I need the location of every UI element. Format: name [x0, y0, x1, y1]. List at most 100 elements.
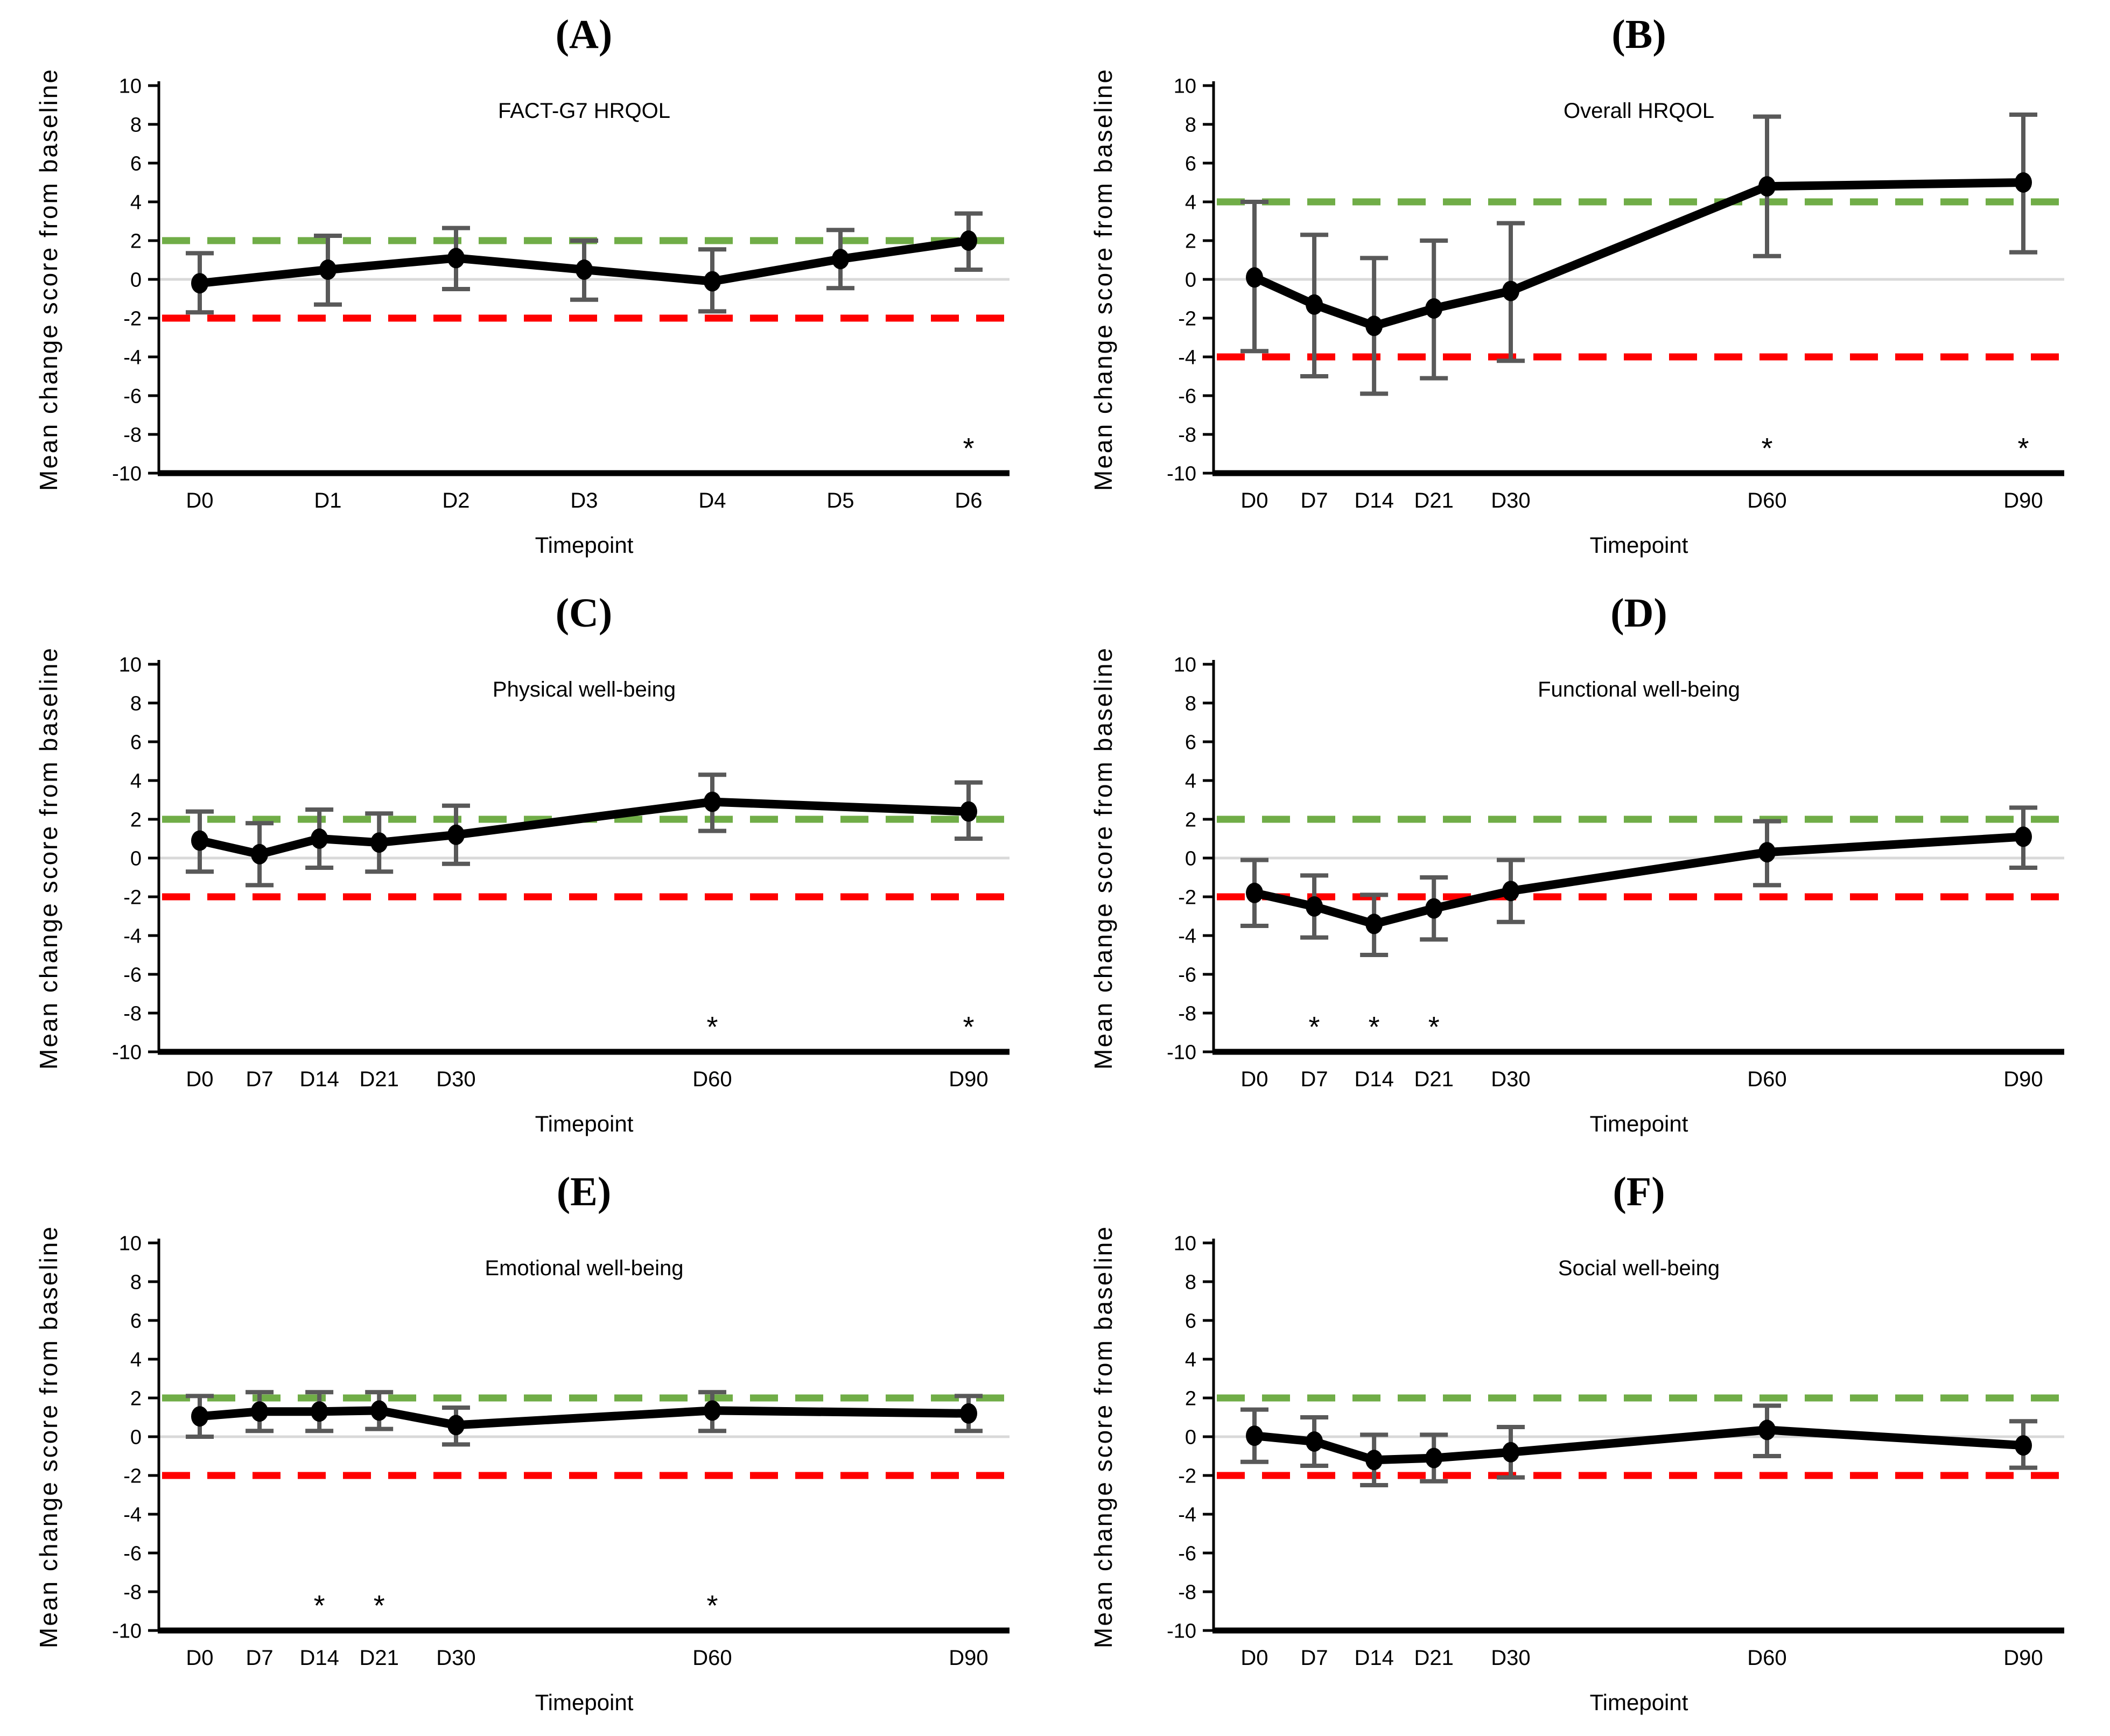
data-point-marker [447, 248, 465, 269]
y-tick-label: -4 [123, 1503, 142, 1526]
x-axis-label: Timepoint [1590, 532, 1688, 558]
y-tick-label: -4 [1178, 1503, 1196, 1526]
x-tick-label: D14 [1354, 489, 1393, 512]
x-tick-label: D6 [955, 489, 982, 512]
significance-asterisk: * [963, 1011, 974, 1043]
significance-asterisk: * [1369, 1011, 1380, 1043]
x-tick-label: D14 [299, 1067, 339, 1091]
x-tick-label: D1 [314, 489, 341, 512]
y-tick-label: 10 [1174, 75, 1196, 97]
x-tick-label: D0 [1240, 1067, 1268, 1091]
significance-asterisk: * [1428, 1011, 1440, 1043]
data-point-marker [250, 1401, 268, 1422]
y-tick-label: 4 [1185, 770, 1196, 792]
x-tick-label: D60 [1747, 489, 1786, 512]
y-tick-label: -2 [1178, 307, 1196, 330]
data-point-marker [310, 828, 328, 849]
data-point-marker [2015, 826, 2032, 847]
x-tick-label: D0 [1240, 489, 1268, 512]
y-tick-label: 4 [130, 1348, 141, 1371]
data-point-marker [959, 1403, 977, 1424]
y-axis-label: Mean change score from baseline [34, 1225, 62, 1648]
data-point-marker [1758, 176, 1776, 197]
y-tick-label: -4 [123, 925, 142, 947]
data-point-marker [1502, 881, 1519, 902]
panel-d-letter: (D) [1610, 591, 1667, 636]
y-tick-label: -4 [123, 346, 142, 369]
data-point-marker [959, 230, 977, 251]
y-tick-label: 8 [1185, 1271, 1196, 1294]
data-point-marker [1365, 1450, 1383, 1471]
y-tick-label: -8 [123, 424, 142, 446]
y-tick-label: -10 [112, 1041, 142, 1064]
data-point-marker [191, 830, 208, 851]
panel-f: (F) 10 8 6 4 2 0 -2 -4 -6 -8 -10 Social well-being Me… [1055, 1157, 2110, 1736]
data-point-marker [1758, 1419, 1776, 1440]
series-line [1250, 832, 2028, 929]
data-point-marker [1306, 294, 1323, 315]
y-tick-label: 2 [1185, 230, 1196, 252]
y-axis-label: Mean change score from baseline [1089, 1225, 1117, 1648]
x-tick-label: D90 [2003, 1646, 2043, 1670]
x-tick-label: D21 [1414, 1067, 1454, 1091]
y-tick-label: 10 [1174, 1232, 1196, 1255]
y-axis-label: Mean change score from baseline [1089, 68, 1117, 491]
data-point-marker [575, 259, 593, 280]
x-axis-label: Timepoint [1590, 1690, 1688, 1715]
y-tick-label: -10 [1167, 1620, 1196, 1642]
significance-asterisk: * [313, 1590, 325, 1622]
y-tick-label: -6 [1178, 385, 1196, 407]
y-tick-label: 2 [130, 1387, 141, 1410]
data-point-marker [1425, 298, 1443, 319]
data-point-marker [1306, 1431, 1323, 1452]
data-point-marker [447, 1415, 465, 1436]
chart-e: 10 8 6 4 2 0 -2 -4 -6 -8 -10 Emotional well-being Me… [34, 1225, 1010, 1715]
data-point-marker [703, 791, 721, 812]
chart-title: Physical well-being [492, 678, 675, 701]
y-tick-label: 2 [1185, 1387, 1196, 1410]
data-point-marker [1758, 842, 1776, 863]
x-axis-label: Timepoint [535, 1111, 633, 1136]
data-point-marker [2015, 172, 2032, 193]
y-tick-label: -10 [1167, 1041, 1196, 1064]
data-point-marker [703, 1400, 721, 1421]
x-tick-label: D7 [1300, 1067, 1328, 1091]
data-point-marker [310, 1401, 328, 1422]
chart-d: 10 8 6 4 2 0 -2 -4 -6 -8 -10 Functional well-being M… [1089, 646, 2064, 1136]
y-tick-label: 0 [130, 1426, 141, 1449]
data-point-marker [191, 273, 208, 294]
y-tick-label: -8 [1178, 1581, 1196, 1604]
x-tick-label: D14 [1354, 1646, 1393, 1670]
data-point-marker [1425, 1447, 1443, 1468]
y-tick-label: 6 [130, 731, 141, 754]
y-tick-label: 10 [1174, 653, 1196, 676]
chart-title: Functional well-being [1538, 678, 1740, 701]
x-tick-label: D30 [436, 1646, 475, 1670]
data-point-marker [1502, 280, 1519, 301]
x-tick-label: D3 [570, 489, 598, 512]
y-tick-label: 0 [1185, 847, 1196, 870]
x-tick-label: D5 [826, 489, 854, 512]
chart-title: FACT-G7 HRQOL [497, 99, 670, 123]
y-tick-label: -10 [112, 462, 142, 485]
x-tick-label: D0 [186, 1646, 213, 1670]
y-tick-label: -2 [123, 886, 142, 909]
panel-e: (E) 10 8 6 4 2 0 -2 -4 -6 -8 -10 Emotional well-bein… [0, 1157, 1055, 1736]
y-tick-label: 6 [1185, 1310, 1196, 1332]
y-tick-label: 2 [130, 809, 141, 831]
x-axis-label: Timepoint [535, 532, 633, 558]
y-tick-label: 6 [1185, 731, 1196, 754]
y-axis-label: Mean change score from baseline [34, 68, 62, 491]
y-tick-label: 10 [118, 1232, 141, 1255]
y-tick-label: -6 [123, 1542, 142, 1565]
y-tick-label: -8 [1178, 1002, 1196, 1025]
significance-asterisk: * [706, 1011, 718, 1043]
y-tick-label: -8 [1178, 424, 1196, 446]
data-point-marker [1365, 315, 1383, 336]
data-point-marker [1246, 882, 1263, 903]
x-tick-label: D90 [2003, 489, 2043, 512]
y-tick-label: -6 [1178, 1542, 1196, 1565]
panel-b: (B) 10 8 6 4 2 0 -2 -4 -6 -8 -10 Overall HRQOL Mean c… [1055, 0, 2110, 579]
data-point-marker [1246, 267, 1263, 288]
